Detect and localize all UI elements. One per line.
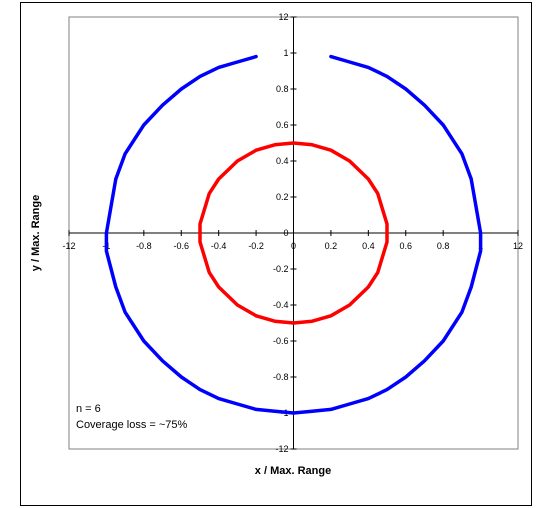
y-axis-title: y / Max. Range: [30, 195, 42, 271]
x-tick-label: 0.6: [399, 241, 412, 251]
x-tick-label: -0.8: [136, 241, 152, 251]
x-tick-label: -12: [62, 241, 75, 251]
series-line-1: [104, 54, 483, 415]
x-tick-label: 0.4: [362, 241, 375, 251]
y-tick-label: -12: [275, 444, 288, 454]
y-tick-label: 0.8: [276, 84, 289, 94]
y-tick-label: 1: [283, 48, 288, 58]
x-tick-label: 0.2: [325, 241, 338, 251]
x-tick-label: -0.2: [248, 241, 264, 251]
y-tick-label: -0.8: [273, 372, 289, 382]
y-tick-label: 0.6: [276, 120, 289, 130]
series-line-2: [198, 141, 389, 325]
x-tick-labels: -12 -1 -0.8 -0.6 -0.4 -0.2 0 0.2 0.4 0.6 0.8 1 12: [62, 241, 523, 251]
x-tick-label: 0.8: [437, 241, 450, 251]
x-tick-label: 12: [513, 241, 523, 251]
x-tick-label: -0.6: [173, 241, 189, 251]
y-tick-label: -0.2: [273, 264, 289, 274]
x-tick-label: 0: [291, 241, 296, 251]
series-group: [104, 54, 483, 415]
annotation-n: n = 6: [76, 403, 101, 415]
y-tick-label: 0: [283, 228, 288, 238]
y-tick-label: 0.2: [276, 192, 289, 202]
x-tick-label: -0.4: [211, 241, 227, 251]
y-tick-label: 12: [278, 12, 288, 22]
axes: [68, 16, 519, 450]
y-tick-label: -0.6: [273, 336, 289, 346]
y-tick-label: 0.4: [276, 156, 289, 166]
chart-frame: [20, 2, 532, 506]
annotation-coverage: Coverage loss = ~75%: [76, 419, 188, 431]
y-tick-label: -0.4: [273, 300, 289, 310]
x-axis-title: x / Max. Range: [255, 465, 331, 477]
